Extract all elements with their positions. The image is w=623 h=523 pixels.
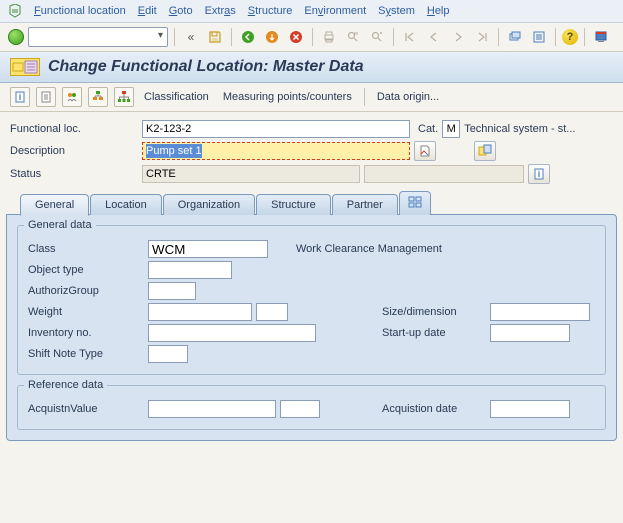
menu-structure[interactable]: Structure <box>248 5 293 17</box>
svg-text:i: i <box>538 169 541 179</box>
general-data-title: General data <box>24 219 96 231</box>
menu-help[interactable]: Help <box>427 5 450 17</box>
find-next-icon <box>367 27 387 47</box>
shiftnote-input[interactable] <box>148 345 188 363</box>
tab-location[interactable]: Location <box>90 194 162 215</box>
long-text-icon[interactable] <box>414 141 436 161</box>
next-page-icon <box>448 27 468 47</box>
status-label: Status <box>10 168 138 180</box>
tab-more-icon[interactable] <box>399 191 431 215</box>
multi-lang-icon[interactable] <box>474 141 496 161</box>
class-text: Work Clearance Management <box>296 243 442 255</box>
sizedim-input[interactable] <box>490 303 590 321</box>
prev-page-icon <box>424 27 444 47</box>
shiftnote-label: Shift Note Type <box>28 348 144 360</box>
weight-label: Weight <box>28 306 144 318</box>
acqdate-input[interactable] <box>490 400 570 418</box>
app-menu-icon[interactable] <box>8 4 22 18</box>
cat-label: Cat. <box>418 123 438 135</box>
data-origin-link[interactable]: Data origin... <box>373 91 443 103</box>
last-page-icon <box>472 27 492 47</box>
weight-unit-input[interactable] <box>256 303 288 321</box>
sizedim-label: Size/dimension <box>382 306 486 318</box>
structure-icon[interactable] <box>114 87 134 107</box>
startup-label: Start-up date <box>382 327 486 339</box>
menu-system[interactable]: System <box>378 5 415 17</box>
menu-environment[interactable]: Environment <box>304 5 366 17</box>
acqdate-label: Acquistion date <box>382 403 486 415</box>
help-icon[interactable]: ? <box>562 29 578 45</box>
hierarchy-icon[interactable] <box>88 87 108 107</box>
cancel-icon[interactable] <box>286 27 306 47</box>
menu-extras[interactable]: Extras <box>205 5 236 17</box>
status-user <box>364 165 524 183</box>
class-label: Class <box>28 243 144 255</box>
weight-input[interactable] <box>148 303 252 321</box>
info-icon[interactable]: i <box>10 87 30 107</box>
object-icon <box>10 58 40 76</box>
collapse-icon[interactable]: « <box>181 27 201 47</box>
partners-icon[interactable] <box>62 87 82 107</box>
print-icon <box>319 27 339 47</box>
back-icon[interactable] <box>238 27 258 47</box>
authgroup-label: AuthorizGroup <box>28 285 144 297</box>
class-input[interactable] <box>148 240 268 258</box>
menu-functional-location[interactable]: Functional location <box>34 5 126 17</box>
cat-text: Technical system - st... <box>464 123 575 135</box>
reference-data-title: Reference data <box>24 379 107 391</box>
status-info-icon[interactable]: i <box>528 164 550 184</box>
tab-structure[interactable]: Structure <box>256 194 331 215</box>
funcloc-label: Functional loc. <box>10 123 138 135</box>
create-shortcut-icon[interactable] <box>529 27 549 47</box>
measuring-points-link[interactable]: Measuring points/counters <box>219 91 356 103</box>
tab-general[interactable]: General <box>20 194 89 216</box>
description-label: Description <box>10 145 138 157</box>
inventory-input[interactable] <box>148 324 316 342</box>
doc-icon[interactable] <box>36 87 56 107</box>
acqvalue-input[interactable] <box>148 400 276 418</box>
cat-input[interactable] <box>442 120 460 138</box>
page-title: Change Functional Location: Master Data <box>48 58 364 76</box>
exit-icon[interactable] <box>262 27 282 47</box>
svg-text:i: i <box>19 92 22 102</box>
objtype-input[interactable] <box>148 261 232 279</box>
menu-edit[interactable]: Edit <box>138 5 157 17</box>
classification-link[interactable]: Classification <box>140 91 213 103</box>
startup-input[interactable] <box>490 324 570 342</box>
description-input[interactable]: Pump set 1 <box>142 142 410 160</box>
tab-organization[interactable]: Organization <box>163 194 255 215</box>
objtype-label: Object type <box>28 264 144 276</box>
acqvalue-label: AcquistnValue <box>28 403 144 415</box>
first-page-icon <box>400 27 420 47</box>
authgroup-input[interactable] <box>148 282 196 300</box>
new-session-icon[interactable] <box>505 27 525 47</box>
status-value: CRTE <box>142 165 360 183</box>
layout-icon[interactable] <box>591 27 611 47</box>
menu-goto[interactable]: Goto <box>169 5 193 17</box>
save-icon[interactable] <box>205 27 225 47</box>
tab-partner[interactable]: Partner <box>332 194 398 215</box>
funcloc-input[interactable] <box>142 120 410 138</box>
acqvalue-curr-input[interactable] <box>280 400 320 418</box>
find-icon <box>343 27 363 47</box>
command-field[interactable] <box>28 27 168 47</box>
enter-icon[interactable] <box>8 29 24 45</box>
inventory-label: Inventory no. <box>28 327 144 339</box>
